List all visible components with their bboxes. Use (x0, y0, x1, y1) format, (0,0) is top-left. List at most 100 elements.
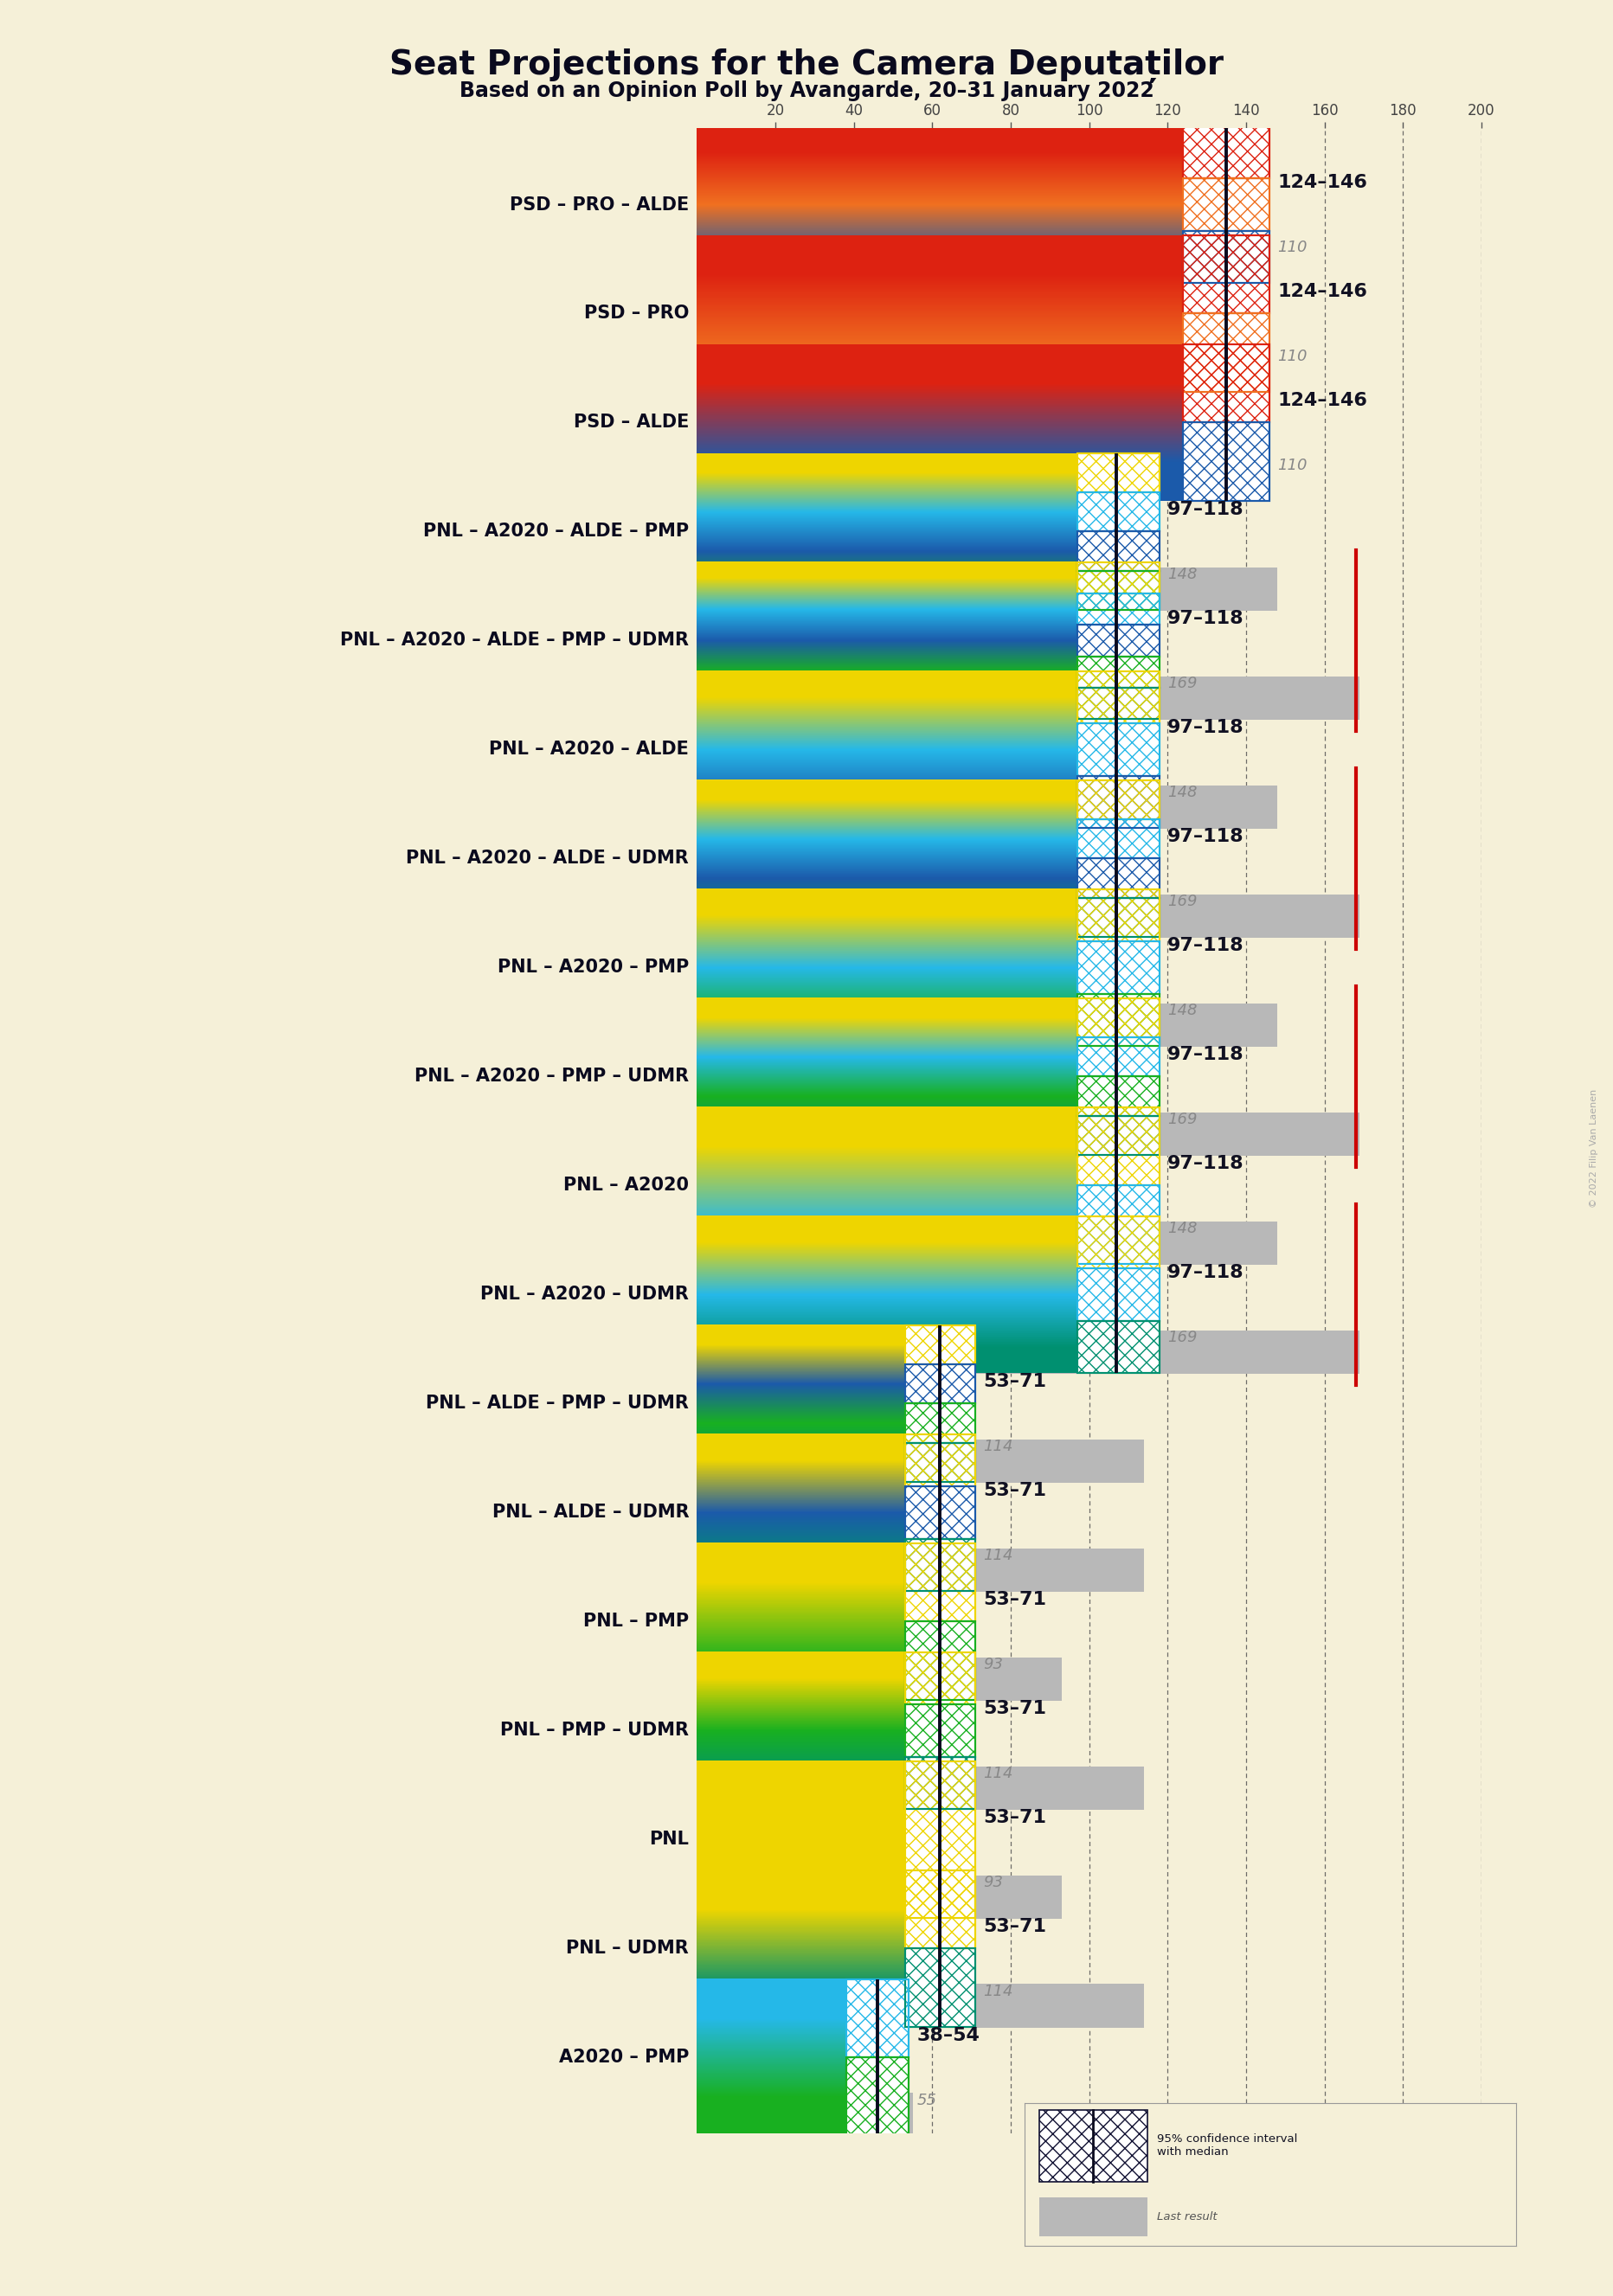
Bar (1077, 723, 1160, 776)
Bar (1184, 234, 1269, 315)
Bar (697, 677, 1360, 721)
Bar (1077, 1217, 1160, 1267)
Text: 53–71: 53–71 (984, 1373, 1047, 1389)
Bar (1077, 1185, 1160, 1265)
Bar (1077, 592, 1160, 625)
Bar (1184, 232, 1269, 282)
Bar (905, 1756, 976, 1809)
Text: 110: 110 (1277, 457, 1307, 473)
Bar (1184, 315, 1269, 393)
Bar (905, 1704, 976, 1756)
Bar (1077, 723, 1160, 776)
Bar (905, 1442, 976, 1481)
Bar (1077, 1107, 1160, 1185)
Bar (905, 1704, 976, 1756)
Bar (697, 785, 1277, 829)
Bar (1077, 452, 1160, 491)
Text: 53–71: 53–71 (984, 1591, 1047, 1607)
Bar (1039, 2110, 1147, 2181)
Bar (845, 2057, 908, 2135)
Text: Last result: Last result (1157, 2211, 1218, 2223)
Text: 53–71: 53–71 (984, 1699, 1047, 1717)
Text: 124–146: 124–146 (1277, 174, 1368, 191)
Bar (697, 241, 1129, 285)
Bar (1077, 1107, 1160, 1185)
Bar (845, 2057, 908, 2135)
Bar (905, 1538, 976, 1591)
Bar (1077, 689, 1160, 719)
Bar (905, 1325, 976, 1364)
Bar (1184, 422, 1269, 501)
Text: 97–118: 97–118 (1168, 829, 1244, 845)
Bar (905, 1486, 976, 1538)
Bar (697, 567, 1277, 611)
Bar (1184, 315, 1269, 393)
Bar (1184, 422, 1269, 501)
Bar (1077, 533, 1160, 572)
Bar (1077, 657, 1160, 689)
Bar (1077, 689, 1160, 719)
Bar (1077, 776, 1160, 829)
Bar (905, 1364, 976, 1403)
Bar (905, 1403, 976, 1442)
Bar (697, 1329, 1360, 1373)
Text: 169: 169 (1168, 893, 1197, 909)
Bar (1077, 776, 1160, 829)
Text: 53–71: 53–71 (984, 1917, 1047, 1936)
Text: PNL – PMP – UDMR: PNL – PMP – UDMR (500, 1722, 689, 1738)
Bar (1077, 452, 1160, 491)
Bar (1077, 820, 1160, 859)
Bar (905, 1621, 976, 1699)
Bar (1077, 889, 1160, 941)
Bar (697, 459, 1129, 503)
Text: 169: 169 (1168, 675, 1197, 691)
Bar (905, 1756, 976, 1809)
Bar (1077, 898, 1160, 937)
Text: PNL – UDMR: PNL – UDMR (566, 1940, 689, 1956)
Bar (1077, 1038, 1160, 1077)
Text: PSD – PRO – ALDE: PSD – PRO – ALDE (510, 195, 689, 214)
Text: 97–118: 97–118 (1168, 937, 1244, 955)
Text: PNL – A2020 – PMP: PNL – A2020 – PMP (497, 960, 689, 976)
Text: 97–118: 97–118 (1168, 719, 1244, 737)
Bar (1077, 994, 1160, 1047)
Text: PNL – A2020 – ALDE: PNL – A2020 – ALDE (489, 742, 689, 758)
Bar (1077, 1116, 1160, 1155)
Bar (697, 1111, 1360, 1157)
Bar (1184, 344, 1269, 422)
Bar (1077, 563, 1160, 592)
Text: 97–118: 97–118 (1168, 1155, 1244, 1173)
Bar (1077, 1107, 1160, 1185)
Bar (1077, 859, 1160, 898)
Bar (1077, 491, 1160, 533)
Bar (1077, 1267, 1160, 1320)
Bar (1077, 1267, 1160, 1320)
Text: © 2022 Filip Van Laenen: © 2022 Filip Van Laenen (1589, 1088, 1598, 1208)
Bar (1077, 820, 1160, 859)
Bar (1077, 999, 1160, 1038)
Bar (905, 1442, 976, 1481)
Bar (1077, 1038, 1160, 1077)
Bar (1184, 126, 1269, 179)
Bar (905, 1653, 976, 1704)
Bar (1077, 941, 1160, 994)
Bar (697, 1658, 1061, 1701)
Text: 53–71: 53–71 (984, 1481, 1047, 1499)
Bar (1077, 592, 1160, 625)
Text: 124–146: 124–146 (1277, 282, 1368, 301)
Bar (1184, 126, 1269, 179)
Bar (1077, 491, 1160, 533)
Bar (905, 1869, 976, 1949)
Bar (1077, 533, 1160, 572)
Bar (1077, 1185, 1160, 1265)
Bar (845, 1979, 908, 2057)
Bar (1077, 625, 1160, 657)
Text: 169: 169 (1168, 1111, 1197, 1127)
Bar (1077, 1116, 1160, 1155)
Bar (905, 1435, 976, 1486)
Bar (1184, 315, 1269, 393)
Bar (1184, 179, 1269, 232)
Bar (1077, 452, 1160, 491)
Bar (1077, 563, 1160, 592)
Text: 110: 110 (1277, 241, 1307, 255)
